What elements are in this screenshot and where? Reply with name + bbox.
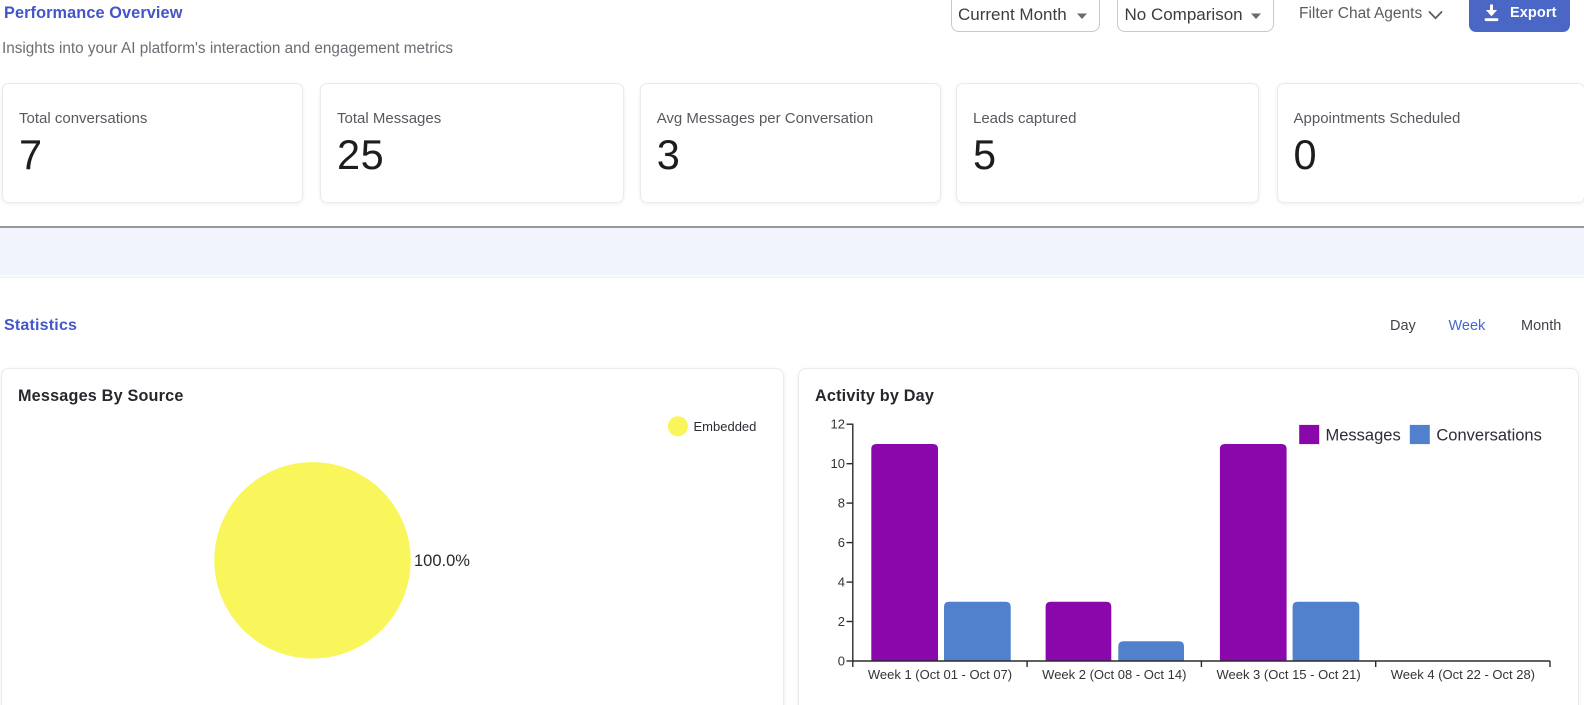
svg-text:100.0%: 100.0%: [414, 552, 470, 570]
svg-text:Week 3 (Oct 15 - Oct 21): Week 3 (Oct 15 - Oct 21): [1216, 667, 1360, 682]
svg-text:Conversations: Conversations: [1436, 426, 1541, 444]
svg-text:Week 4 (Oct 22 - Oct 28): Week 4 (Oct 22 - Oct 28): [1391, 667, 1535, 682]
svg-text:4: 4: [838, 574, 845, 589]
svg-text:Week 1 (Oct 01 - Oct 07): Week 1 (Oct 01 - Oct 07): [868, 667, 1012, 682]
svg-text:0: 0: [838, 653, 845, 668]
svg-text:Embedded: Embedded: [694, 419, 757, 434]
svg-text:8: 8: [838, 495, 845, 510]
svg-text:6: 6: [838, 535, 845, 550]
svg-text:10: 10: [831, 456, 845, 471]
svg-text:12: 12: [831, 416, 845, 431]
svg-text:Messages: Messages: [1326, 426, 1401, 444]
svg-text:Week 2 (Oct 08 - Oct 14): Week 2 (Oct 08 - Oct 14): [1042, 667, 1186, 682]
svg-text:2: 2: [838, 614, 845, 629]
